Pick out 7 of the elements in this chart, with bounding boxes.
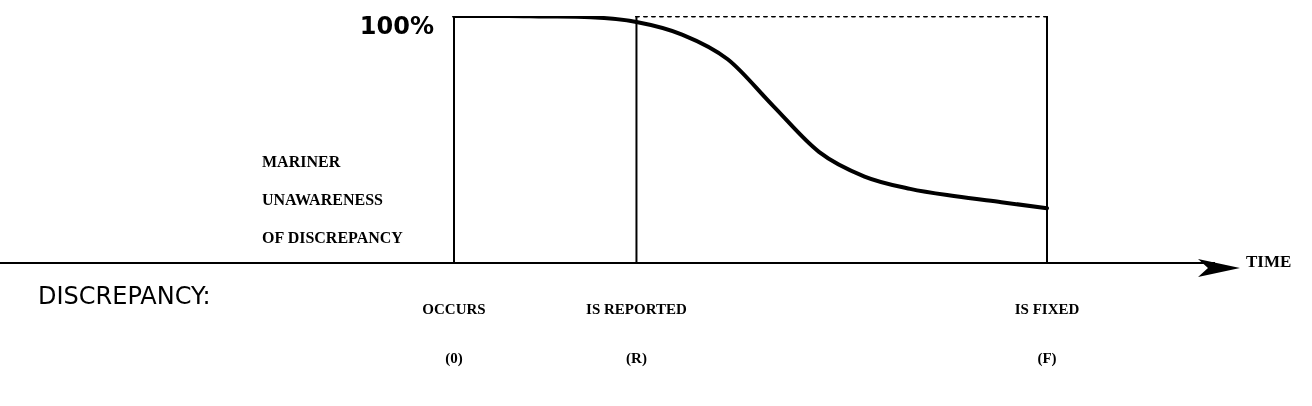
annotation: 100% <box>359 12 434 41</box>
category-label: IS REPORTED (R) <box>586 300 687 367</box>
text: TIME <box>1246 252 1292 272</box>
text: MARINER UNAWARENESS OF DISCREPANCY <box>262 153 403 247</box>
category-label: IS FIXED (F) <box>1014 300 1080 367</box>
category-label: OCCURS (0) <box>422 300 486 367</box>
text: DISCREPANCY: <box>38 282 211 311</box>
